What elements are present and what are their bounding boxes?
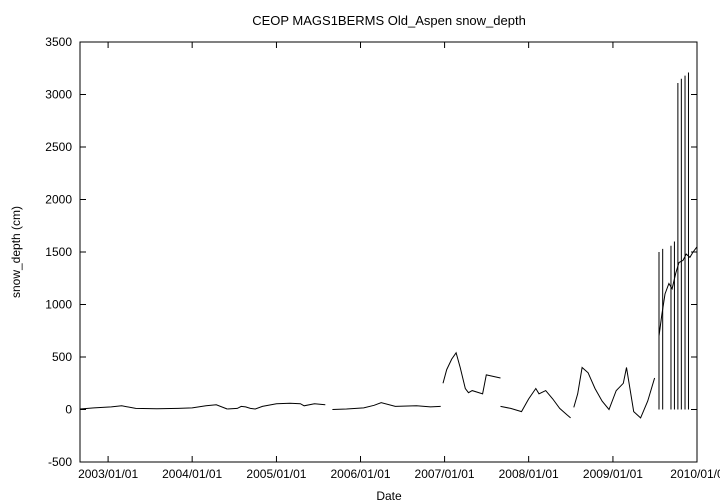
series-layer: [79, 72, 698, 419]
y-tick-label: 1500: [45, 245, 72, 259]
x-tick-label: 2005/01/01: [246, 467, 306, 481]
series-line-segment: [79, 404, 228, 410]
x-tick-label: 2007/01/01: [415, 467, 475, 481]
y-tick-label: 3500: [45, 35, 72, 49]
series-line-segment: [573, 366, 656, 419]
x-tick-label: 2008/01/01: [499, 467, 559, 481]
y-axis-label: snow_depth (cm): [9, 206, 23, 298]
series-line-segment: [227, 402, 326, 410]
plot-frame: [79, 41, 698, 463]
y-tick-label: -500: [48, 455, 72, 469]
series-line-segment: [442, 351, 501, 395]
chart-title: CEOP MAGS1BERMS Old_Aspen snow_depth: [252, 13, 526, 28]
series-line-segment: [500, 387, 571, 419]
y-tick-label: 3000: [45, 88, 72, 102]
x-tick-label: 2009/01/01: [583, 467, 643, 481]
y-axis: -500 0 500 1000 1500 2000 2500 3000 3500: [45, 35, 697, 469]
x-tick-label: 2006/01/01: [330, 467, 390, 481]
x-tick-label: 2003/01/01: [78, 467, 138, 481]
y-tick-label: 1000: [45, 298, 72, 312]
y-tick-label: 2000: [45, 193, 72, 207]
series-line-segment: [332, 402, 441, 410]
x-axis: 2003/01/01 2004/01/01 2005/01/01 2006/01/01…: [78, 42, 720, 481]
x-axis-label: Date: [376, 489, 402, 503]
x-tick-label: 2010/01/0: [670, 467, 720, 481]
x-tick-label: 2004/01/01: [162, 467, 222, 481]
y-tick-label: 2500: [45, 140, 72, 154]
y-tick-label: 500: [52, 350, 72, 364]
y-tick-label: 0: [65, 403, 72, 417]
